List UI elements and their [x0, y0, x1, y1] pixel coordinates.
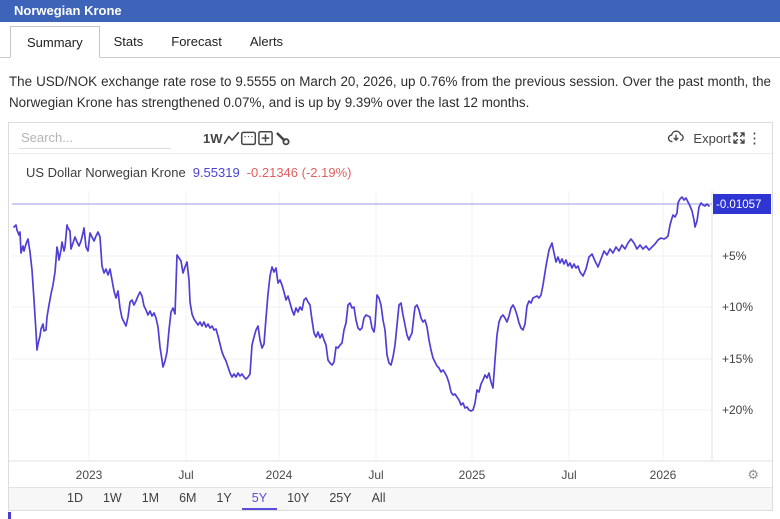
y-axis-label: +20%	[722, 403, 753, 417]
cloud-download-icon	[666, 129, 686, 147]
more-options-icon[interactable]: ⋮	[747, 129, 762, 147]
y-axis-label: +15%	[722, 352, 753, 366]
legend-last-price: 9.55319	[192, 164, 240, 180]
range-1m[interactable]: 1M	[141, 491, 160, 505]
page-title: Norwegian Krone	[14, 3, 122, 18]
export-button[interactable]: Export	[666, 129, 731, 147]
x-axis-label: 2024	[266, 468, 293, 482]
price-chart[interactable]: 2023 Jul 2024 Jul 2025 Jul 2026 +5% +10% +15% +20%…	[9, 191, 772, 487]
x-axis-label: 2023	[76, 468, 103, 482]
x-axis-label: 2026	[650, 468, 677, 482]
range-25y[interactable]: 25Y	[329, 491, 352, 505]
search-box[interactable]	[19, 127, 175, 149]
price-chart-svg[interactable]: 2023 Jul 2024 Jul 2025 Jul 2026 +5% +10% +15% +20%…	[9, 191, 772, 487]
chart-toolbar: 1W Export ⋮	[9, 123, 772, 154]
bottom-sliver	[8, 512, 11, 519]
legend-series-name: US Dollar Norwegian Krone	[26, 164, 186, 180]
chart-settings-gear-icon[interactable]: ⚙	[747, 467, 759, 482]
current-value-badge	[713, 194, 771, 214]
export-label: Export	[693, 130, 731, 146]
price-line	[13, 196, 710, 412]
range-selector: 1D 1W 1M 6M 1Y 5Y 10Y 25Y All	[9, 487, 772, 510]
range-1y[interactable]: 1Y	[216, 491, 232, 505]
x-axis-label: Jul	[178, 468, 193, 482]
tools-wrench-icon[interactable]	[274, 130, 291, 146]
range-1w[interactable]: 1W	[102, 491, 122, 505]
x-axis-label: Jul	[561, 468, 576, 482]
fullscreen-icon[interactable]	[731, 130, 747, 146]
interval-selector[interactable]: 1W	[203, 130, 223, 146]
calendar-icon[interactable]	[240, 130, 257, 146]
summary-text: The USD/NOK exchange rate rose to 9.5555…	[9, 74, 771, 111]
tab-alerts[interactable]: Alerts	[249, 34, 284, 49]
tab-summary[interactable]: Summary	[10, 26, 100, 58]
chart-type-icon[interactable]	[223, 130, 240, 146]
range-6m[interactable]: 6M	[179, 491, 197, 505]
range-1d[interactable]: 1D	[67, 491, 83, 505]
y-axis-label: +5%	[722, 249, 747, 263]
tab-bar: Summary Stats Forecast Alerts	[0, 22, 780, 58]
range-5y[interactable]: 5Y	[241, 488, 278, 510]
search-input[interactable]	[19, 127, 175, 148]
chart-panel: 1W Export ⋮	[8, 122, 773, 511]
add-indicator-icon[interactable]	[257, 130, 274, 146]
x-axis-label: 2025	[459, 468, 486, 482]
x-axis-label: Jul	[368, 468, 383, 482]
range-all[interactable]: All	[371, 491, 386, 505]
tab-forecast[interactable]: Forecast	[171, 34, 222, 49]
y-axis-label: +10%	[722, 300, 753, 314]
chart-legend: US Dollar Norwegian Krone 9.55319 -0.213…	[9, 154, 772, 190]
page-header: Norwegian Krone	[0, 0, 780, 22]
current-value-badge-label: -0.01057	[716, 199, 761, 211]
legend-change: -0.21346 (-2.19%)	[246, 164, 352, 180]
range-10y[interactable]: 10Y	[287, 491, 310, 505]
tab-stats[interactable]: Stats	[113, 34, 144, 49]
